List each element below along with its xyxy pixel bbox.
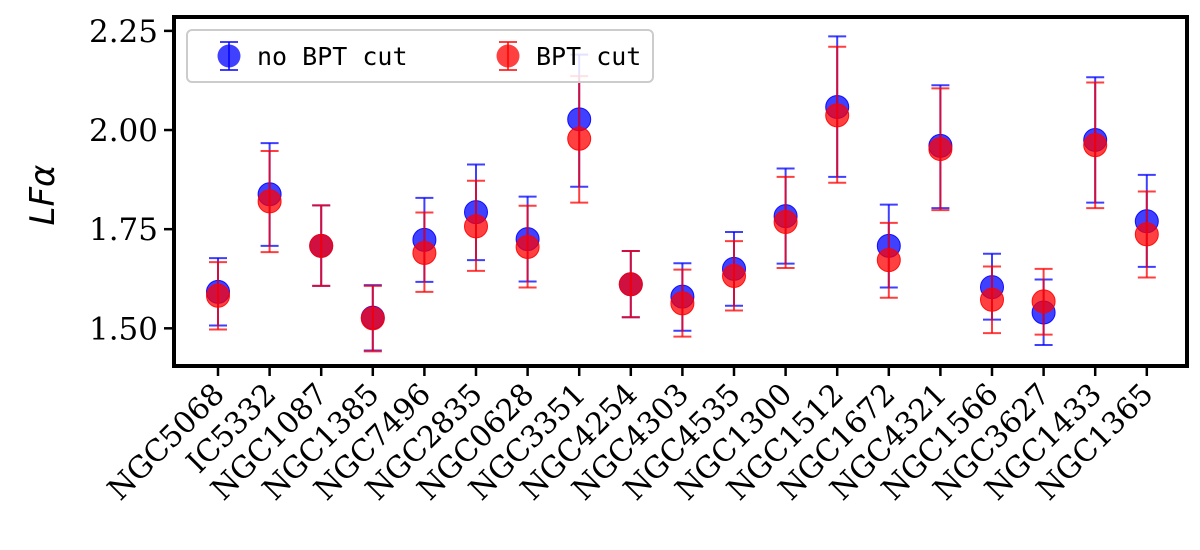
point-bpt-cut-ngc1300 [773,175,798,270]
legend-entry-bpt-cut: BPT cut [496,41,641,71]
point-bpt-cut-ngc5068 [206,261,230,331]
marker [464,214,488,239]
point-bpt-cut-ic5332 [257,150,282,254]
point-bpt-cut-ngc3351 [567,75,592,204]
point-bpt-cut-ngc3627 [1031,267,1056,336]
plot-frame [172,15,1189,368]
marker [876,248,901,273]
series-bpt-cut [206,45,1159,353]
marker [309,233,334,258]
data-points [206,35,1159,353]
y-tick-label: 2.25 [89,14,158,50]
y-axis: 1.50 1.75 2.00 2.25 [89,14,174,347]
legend-entry-no-bpt-cut: no BPT cut [217,41,408,71]
point-bpt-cut-ngc1566 [980,265,1004,335]
marker [257,189,282,214]
y-axis-label: LFα [23,165,63,226]
point-bpt-cut-ngc4254 [618,249,643,319]
marker [618,272,643,297]
point-bpt-cut-ngc4303 [670,268,695,338]
point-bpt-cut-ngc1087 [309,204,334,287]
point-bpt-cut-ngc1385 [360,284,385,353]
marker [567,126,592,151]
point-bpt-cut-ngc1672 [876,221,901,299]
marker [825,103,850,128]
point-bpt-cut-ngc1512 [825,45,850,184]
legend-marker [217,44,241,68]
marker [360,306,385,331]
point-bpt-cut-ngc4321 [928,87,953,212]
y-tick-label: 1.75 [89,212,158,248]
legend-marker [496,44,520,68]
legend-box [186,29,654,83]
x-axis: NGC5068IC5332NGC1087NGC1385NGC7496NGC283… [101,366,1160,507]
legend-label: BPT cut [536,42,641,71]
marker [412,240,437,265]
point-bpt-cut-ngc1433 [1083,81,1108,210]
point-bpt-cut-ngc0628 [515,204,540,289]
legend-label: no BPT cut [257,42,408,71]
point-bpt-cut-ngc7496 [412,211,437,293]
marker [1083,133,1108,158]
point-bpt-cut-ngc2835 [464,179,488,272]
y-tick-label: 1.50 [89,311,158,347]
point-bpt-cut-ngc4535 [722,240,746,312]
point-bpt-cut-ngc1365 [1134,190,1159,279]
legend: no BPT cut BPT cut [186,29,654,83]
marker [1031,289,1056,314]
marker [670,291,695,316]
marker [1134,222,1159,247]
marker [980,287,1004,312]
marker [928,137,953,162]
marker [773,210,798,235]
marker [515,235,540,260]
marker [206,283,230,308]
marker [722,263,746,288]
y-tick-label: 2.00 [89,113,158,149]
